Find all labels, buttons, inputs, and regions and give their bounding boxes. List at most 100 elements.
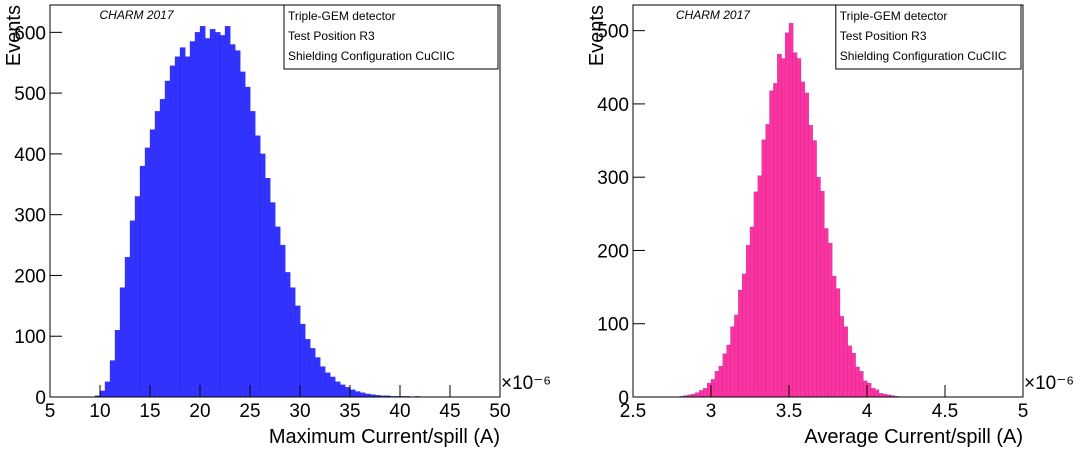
bar xyxy=(804,92,809,398)
bar xyxy=(159,99,166,398)
bar xyxy=(154,111,161,398)
y-tick-label: 300 xyxy=(14,206,46,227)
bar xyxy=(139,165,146,398)
bar xyxy=(781,58,786,398)
bar xyxy=(827,242,833,398)
bar xyxy=(866,382,872,398)
y-tick-label: 400 xyxy=(14,145,46,166)
bar xyxy=(189,41,196,398)
bar xyxy=(823,228,829,398)
x-tick-label: 3 xyxy=(706,401,717,422)
bar xyxy=(229,44,236,398)
bar xyxy=(738,289,743,398)
x-tick-label: 25 xyxy=(239,401,260,422)
x-tick-label: 40 xyxy=(389,401,410,422)
legend-box xyxy=(835,4,1022,70)
bar xyxy=(289,287,296,398)
bar xyxy=(164,80,171,398)
bar xyxy=(745,245,751,398)
bar xyxy=(274,226,281,398)
bar xyxy=(753,191,759,398)
x-tick-label: 2.5 xyxy=(620,401,646,422)
bar xyxy=(816,177,821,398)
bar xyxy=(129,220,136,398)
bar xyxy=(314,357,321,398)
bar xyxy=(742,273,747,398)
y-tick-label: 600 xyxy=(14,23,46,44)
bar xyxy=(349,389,356,398)
y-tick-label: 500 xyxy=(597,22,629,43)
x-tick-label: 5 xyxy=(1018,401,1029,422)
y-tick-label: 300 xyxy=(597,168,629,189)
bar xyxy=(124,257,131,398)
bar xyxy=(339,384,346,398)
bar xyxy=(835,288,841,398)
bar xyxy=(726,344,731,398)
bar xyxy=(329,376,336,398)
bar xyxy=(254,135,261,398)
bar xyxy=(792,52,798,398)
x-tick-label: 5 xyxy=(45,401,56,422)
bar xyxy=(843,326,848,398)
bar xyxy=(269,202,276,398)
x-axis-title: Average Current/spill (A) xyxy=(804,426,1023,448)
x-tick-label: 30 xyxy=(289,401,310,422)
bar xyxy=(870,388,876,398)
bar xyxy=(204,38,211,398)
x-exponent: ×10⁻⁶ xyxy=(1024,373,1074,394)
bar xyxy=(149,129,156,398)
bar xyxy=(334,381,341,398)
bar xyxy=(718,366,724,398)
bar xyxy=(319,366,326,398)
bar xyxy=(714,371,720,398)
x-axis-title: Maximum Current/spill (A) xyxy=(269,426,500,448)
bar xyxy=(114,329,121,398)
annotation: CHARM 2017 xyxy=(100,8,175,22)
bar xyxy=(769,90,774,398)
x-tick-label: 50 xyxy=(489,401,510,422)
bar xyxy=(184,56,191,398)
bar xyxy=(134,196,141,398)
bar xyxy=(194,32,201,398)
bar xyxy=(773,83,778,398)
bar xyxy=(264,178,271,398)
frame xyxy=(49,4,501,398)
y-axis-title: Events xyxy=(3,5,25,66)
x-tick-label: 20 xyxy=(189,401,210,422)
bar xyxy=(808,125,813,398)
y-tick-label: 0 xyxy=(35,388,46,409)
bar xyxy=(874,389,880,398)
bar xyxy=(749,226,755,398)
bar xyxy=(214,32,221,398)
bar xyxy=(710,379,716,398)
legend-box xyxy=(283,4,499,70)
bar xyxy=(757,175,763,398)
legend-text: Shielding Configuration CuCIIC xyxy=(840,49,1007,63)
legend-text: Test Position R3 xyxy=(840,29,927,43)
bar xyxy=(239,71,246,398)
bar xyxy=(765,124,770,398)
bar xyxy=(354,391,361,398)
bar xyxy=(224,26,231,398)
frame xyxy=(632,4,1024,398)
y-tick-label: 200 xyxy=(14,266,46,287)
y-tick-label: 200 xyxy=(597,241,629,262)
x-tick-label: 10 xyxy=(89,401,110,422)
bar xyxy=(299,323,306,398)
y-tick-label: 0 xyxy=(618,388,629,409)
bar xyxy=(219,35,226,398)
x-tick-label: 4 xyxy=(862,401,873,422)
y-tick-label: 100 xyxy=(14,327,46,348)
bar xyxy=(304,339,311,398)
bar xyxy=(761,139,767,398)
bar xyxy=(244,86,251,398)
legend-text: Triple-GEM detector xyxy=(840,9,948,23)
bar xyxy=(294,305,301,398)
y-tick-label: 400 xyxy=(597,95,629,116)
legend-text: Shielding Configuration CuCIIC xyxy=(288,49,455,63)
y-axis-title: Events xyxy=(586,5,608,66)
bar xyxy=(699,390,704,398)
bar xyxy=(855,366,860,398)
bar xyxy=(144,147,151,398)
